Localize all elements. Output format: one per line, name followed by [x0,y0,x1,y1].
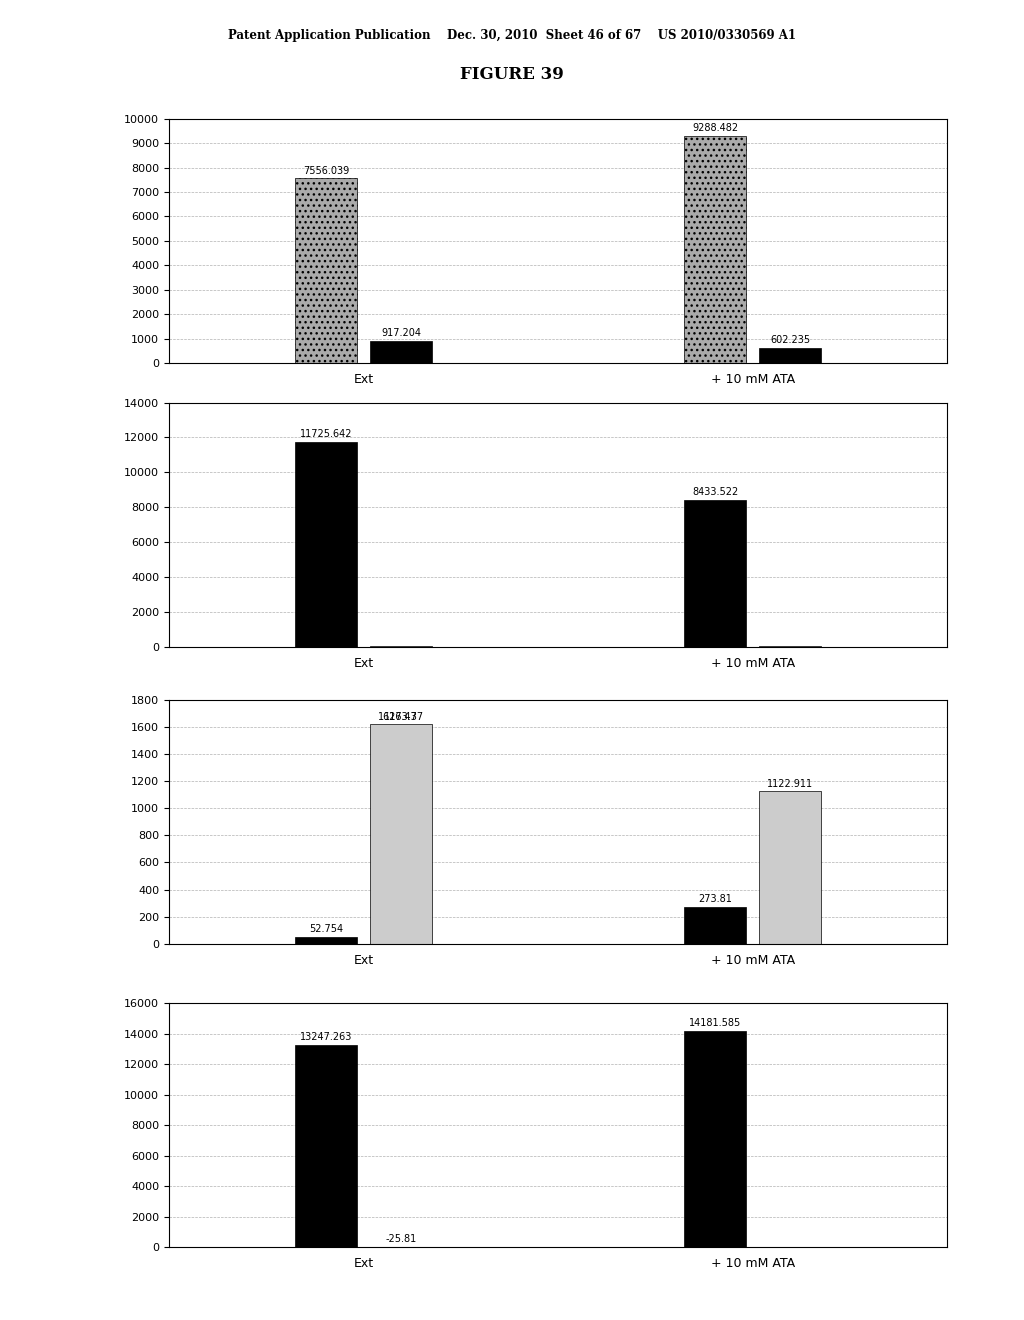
Text: 917.204: 917.204 [381,327,421,338]
Bar [295,178,357,363]
Bar [684,1031,746,1247]
Text: 273.81: 273.81 [698,894,732,904]
Text: 1616.477: 1616.477 [378,711,424,722]
Text: 602.235: 602.235 [770,335,810,346]
Text: 8433.522: 8433.522 [692,487,738,496]
Bar [684,500,746,647]
Bar [370,341,432,363]
Text: 1273.3: 1273.3 [384,711,418,722]
Bar [295,442,357,647]
Text: 14181.585: 14181.585 [689,1018,741,1028]
Bar [684,136,746,363]
Bar [370,725,432,944]
Bar [295,1045,357,1247]
Text: 11725.642: 11725.642 [300,429,352,440]
Text: FIGURE 39: FIGURE 39 [460,66,564,83]
Bar [759,348,821,363]
Bar [684,907,746,944]
Text: 7556.039: 7556.039 [303,165,349,176]
Text: 1122.911: 1122.911 [767,779,813,788]
Text: 13247.263: 13247.263 [300,1032,352,1043]
Text: 52.754: 52.754 [309,924,343,933]
Bar [295,937,357,944]
Bar [759,792,821,944]
Text: 9288.482: 9288.482 [692,123,738,133]
Text: Patent Application Publication    Dec. 30, 2010  Sheet 46 of 67    US 2010/03305: Patent Application Publication Dec. 30, … [228,29,796,42]
Text: -25.81: -25.81 [385,1234,417,1245]
